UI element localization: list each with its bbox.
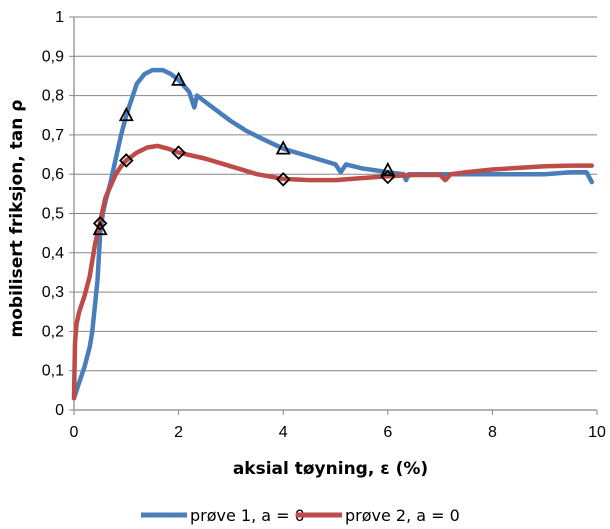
y-tick-label: 0,7	[42, 127, 64, 144]
series-1-marker	[171, 71, 187, 86]
series-1-marker	[275, 140, 291, 155]
series-2-marker	[275, 172, 291, 187]
y-tick-label: 0,4	[42, 245, 64, 262]
legend: prøve 1, a = 0 prøve 2, a = 0	[141, 506, 460, 525]
series-1-marker	[118, 106, 134, 122]
legend-label-series-1: prøve 1, a = 0	[190, 506, 305, 525]
x-axis-title: aksial tøyning, ε (%)	[233, 459, 428, 479]
gridlines	[74, 16, 597, 372]
x-tick-label: 0	[70, 424, 79, 441]
x-tick-label: 6	[383, 424, 392, 441]
series-2-marker	[92, 216, 108, 231]
series-1-marker	[92, 220, 108, 236]
y-tick-label: 0,5	[42, 206, 64, 223]
tick-labels: 00,10,20,30,40,50,60,70,80,910 2 4 6 8 10	[42, 9, 606, 441]
axes	[69, 16, 598, 415]
y-tick-label: 1	[55, 9, 64, 26]
x-tick-label: 10	[588, 424, 606, 441]
series-2-marker	[380, 169, 396, 185]
y-tick-label: 0	[55, 402, 64, 419]
legend-label-series-2: prøve 2, a = 0	[345, 506, 460, 525]
y-axis-title: mobilisert friksjon, tan ρ	[7, 100, 27, 338]
series-line-1	[71, 67, 595, 401]
y-tick-label: 0,3	[42, 284, 64, 301]
series-1-marker	[380, 161, 396, 177]
y-tick-label: 0,9	[42, 48, 64, 65]
series-2-marker	[119, 153, 134, 168]
y-tick-label: 0,1	[42, 363, 64, 380]
series-line-2	[71, 143, 595, 401]
x-tick-label: 2	[174, 424, 183, 441]
series-2-marker	[171, 145, 186, 160]
y-tick-label: 0,6	[42, 166, 64, 183]
x-tick-label: 4	[279, 424, 288, 441]
series-layer	[71, 67, 595, 401]
y-tick-label: 0,8	[42, 88, 64, 105]
y-tick-label: 0,2	[42, 323, 64, 340]
x-tick-label: 8	[488, 424, 497, 441]
